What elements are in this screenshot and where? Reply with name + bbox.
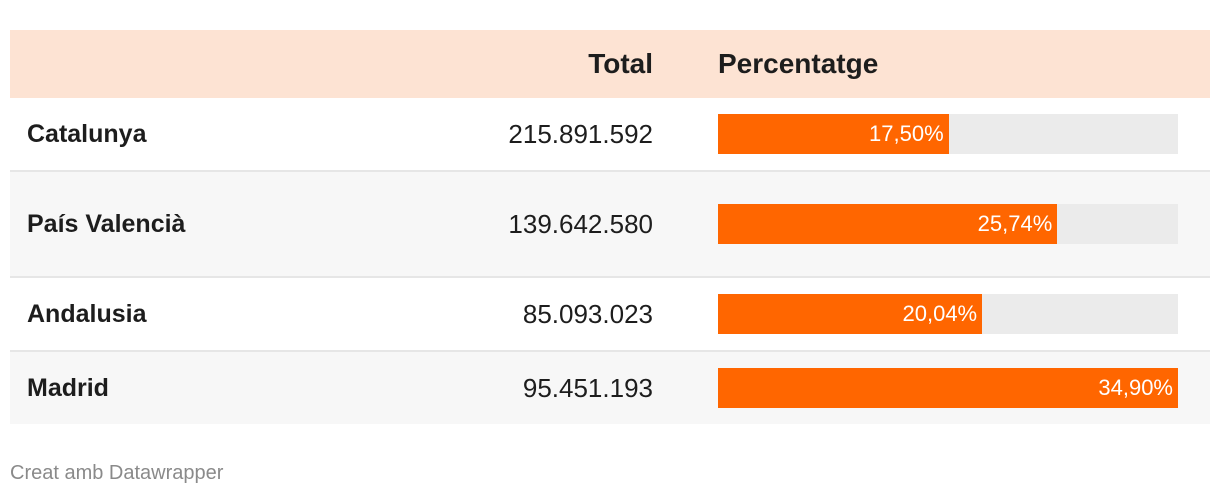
bar-value-label: 34,90% (1098, 375, 1173, 400)
table-row: Andalusia 85.093.023 20,04% (10, 278, 1210, 352)
bar-track: 34,90% (718, 368, 1178, 408)
row-total: 85.093.023 (522, 299, 653, 329)
row-total: 95.451.193 (522, 373, 653, 403)
table-row: Madrid 95.451.193 34,90% (10, 352, 1210, 424)
bar-fill: 20,04% (718, 294, 983, 334)
table-row: País Valencià 139.642.580 25,74% (10, 172, 1210, 278)
bar-fill: 34,90% (718, 368, 1178, 408)
row-name: Madrid (27, 374, 109, 402)
column-header-percentatge: Percentatge (718, 48, 879, 79)
bar-value-label: 17,50% (869, 121, 944, 146)
row-name: País Valencià (27, 210, 186, 238)
bar-track: 20,04% (718, 294, 1178, 334)
column-header-total: Total (588, 48, 653, 79)
bar-value-label: 20,04% (902, 301, 978, 326)
bar-fill: 25,74% (718, 204, 1058, 244)
bar-track: 25,74% (718, 204, 1178, 244)
table-row: Catalunya 215.891.592 17,50% (10, 98, 1210, 172)
bar-fill: 17,50% (718, 114, 949, 154)
row-name: Andalusia (27, 300, 147, 328)
data-table: Total Percentatge Catalunya 215.891.592 … (10, 30, 1210, 424)
table-header: Total Percentatge (10, 30, 1210, 98)
row-total: 139.642.580 (508, 209, 653, 239)
row-name: Catalunya (27, 120, 147, 148)
row-total: 215.891.592 (508, 119, 653, 149)
bar-track: 17,50% (718, 114, 1178, 154)
bar-value-label: 25,74% (977, 211, 1053, 236)
footer-credit: Creat amb Datawrapper (10, 462, 224, 484)
